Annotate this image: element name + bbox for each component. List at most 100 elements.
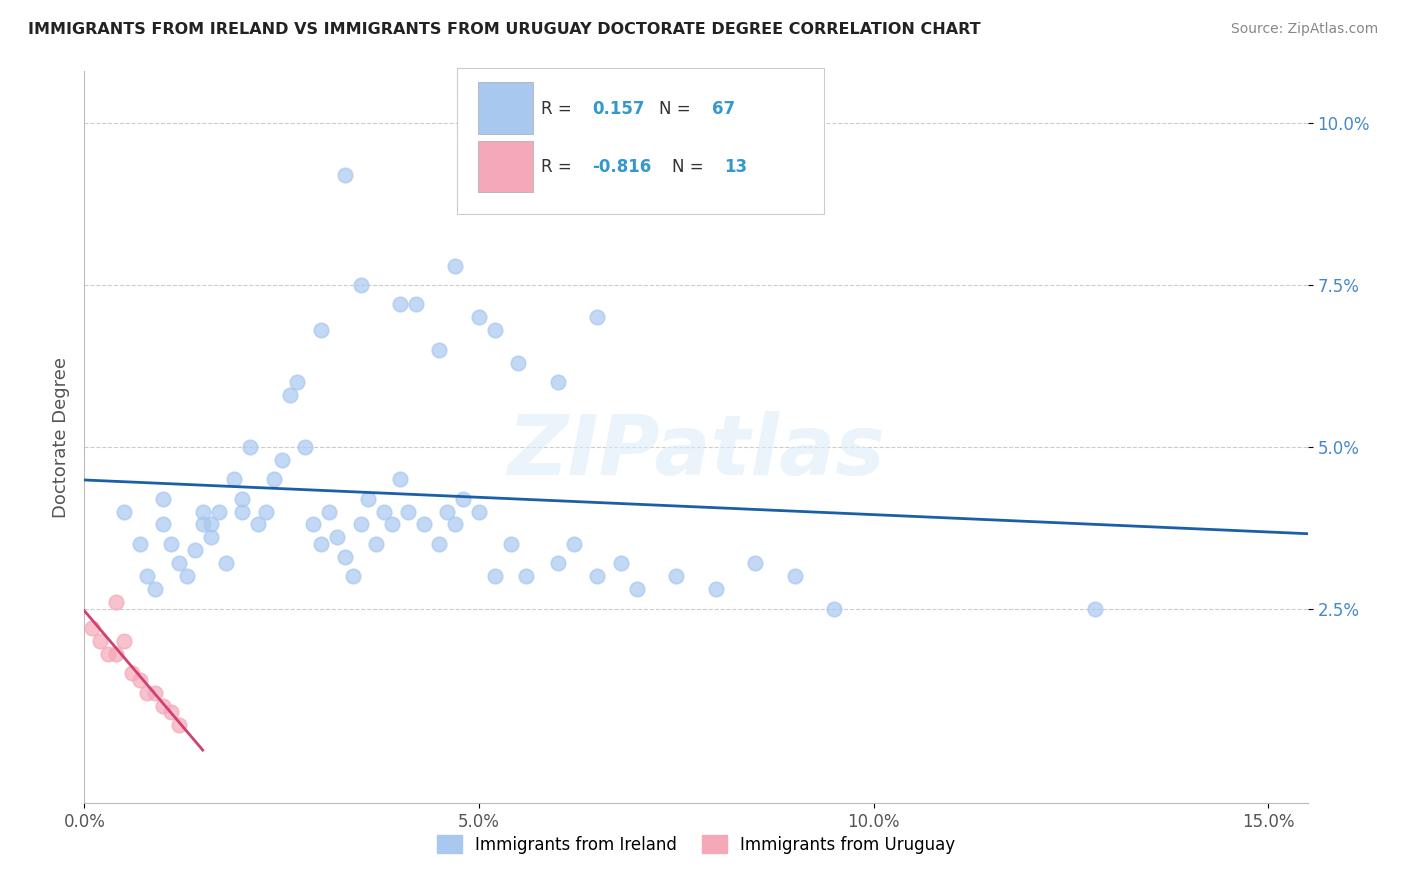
Point — [254, 504, 277, 518]
Point — [121, 666, 143, 681]
Point — [224, 472, 246, 486]
Point — [349, 277, 371, 292]
Point — [128, 673, 150, 687]
Point — [191, 517, 214, 532]
Point — [112, 504, 135, 518]
Point — [200, 530, 222, 544]
Text: ZIPatlas: ZIPatlas — [508, 411, 884, 492]
Point — [167, 718, 190, 732]
Point — [167, 557, 190, 571]
Point — [547, 557, 569, 571]
Point — [586, 569, 609, 583]
Point — [405, 297, 427, 311]
Point — [451, 491, 474, 506]
Point — [200, 517, 222, 532]
Text: 0.157: 0.157 — [592, 100, 644, 118]
Point — [484, 569, 506, 583]
Point — [82, 621, 104, 635]
Point — [176, 569, 198, 583]
Point — [508, 356, 530, 370]
Point — [373, 504, 395, 518]
Point — [783, 569, 806, 583]
Point — [97, 647, 120, 661]
Text: R =: R = — [541, 158, 576, 177]
Point — [515, 569, 537, 583]
Point — [128, 537, 150, 551]
Point — [547, 375, 569, 389]
Point — [160, 537, 183, 551]
Point — [278, 388, 301, 402]
Point — [309, 323, 332, 337]
Point — [112, 634, 135, 648]
Y-axis label: Doctorate Degree: Doctorate Degree — [52, 357, 70, 517]
Point — [184, 543, 207, 558]
FancyBboxPatch shape — [478, 82, 533, 134]
Point — [333, 168, 356, 182]
Text: IMMIGRANTS FROM IRELAND VS IMMIGRANTS FROM URUGUAY DOCTORATE DEGREE CORRELATION : IMMIGRANTS FROM IRELAND VS IMMIGRANTS FR… — [28, 22, 981, 37]
Point — [152, 517, 174, 532]
Point — [484, 323, 506, 337]
Point — [318, 504, 340, 518]
Point — [468, 310, 491, 325]
Point — [136, 569, 159, 583]
Point — [231, 504, 253, 518]
Point — [610, 557, 633, 571]
Point — [152, 698, 174, 713]
Point — [562, 537, 585, 551]
Text: -0.816: -0.816 — [592, 158, 651, 177]
FancyBboxPatch shape — [457, 68, 824, 214]
Point — [231, 491, 253, 506]
Point — [744, 557, 766, 571]
Point — [357, 491, 380, 506]
Point — [444, 259, 467, 273]
Text: Source: ZipAtlas.com: Source: ZipAtlas.com — [1230, 22, 1378, 37]
Point — [1083, 601, 1105, 615]
Point — [246, 517, 269, 532]
Point — [436, 504, 458, 518]
Point — [429, 537, 451, 551]
Point — [152, 491, 174, 506]
Point — [389, 472, 412, 486]
Point — [294, 440, 316, 454]
Point — [412, 517, 434, 532]
Point — [136, 686, 159, 700]
Point — [215, 557, 238, 571]
Point — [342, 569, 364, 583]
Point — [309, 537, 332, 551]
Point — [207, 504, 229, 518]
Text: 67: 67 — [711, 100, 735, 118]
Point — [349, 517, 371, 532]
Point — [104, 647, 127, 661]
Point — [626, 582, 648, 597]
Point — [89, 634, 111, 648]
Point — [270, 452, 292, 467]
Point — [366, 537, 388, 551]
Point — [287, 375, 309, 389]
Point — [326, 530, 349, 544]
Point — [704, 582, 727, 597]
Legend: Immigrants from Ireland, Immigrants from Uruguay: Immigrants from Ireland, Immigrants from… — [430, 829, 962, 860]
Point — [468, 504, 491, 518]
Point — [444, 517, 467, 532]
Point — [302, 517, 325, 532]
Point — [396, 504, 419, 518]
Point — [499, 537, 522, 551]
Point — [381, 517, 404, 532]
Point — [160, 705, 183, 719]
Point — [145, 582, 167, 597]
FancyBboxPatch shape — [478, 141, 533, 192]
Text: 13: 13 — [724, 158, 747, 177]
Point — [586, 310, 609, 325]
Text: N =: N = — [672, 158, 709, 177]
Point — [145, 686, 167, 700]
Text: R =: R = — [541, 100, 576, 118]
Point — [191, 504, 214, 518]
Point — [429, 343, 451, 357]
Text: N =: N = — [659, 100, 696, 118]
Point — [239, 440, 262, 454]
Point — [823, 601, 845, 615]
Point — [333, 549, 356, 564]
Point — [665, 569, 688, 583]
Point — [263, 472, 285, 486]
Point — [104, 595, 127, 609]
